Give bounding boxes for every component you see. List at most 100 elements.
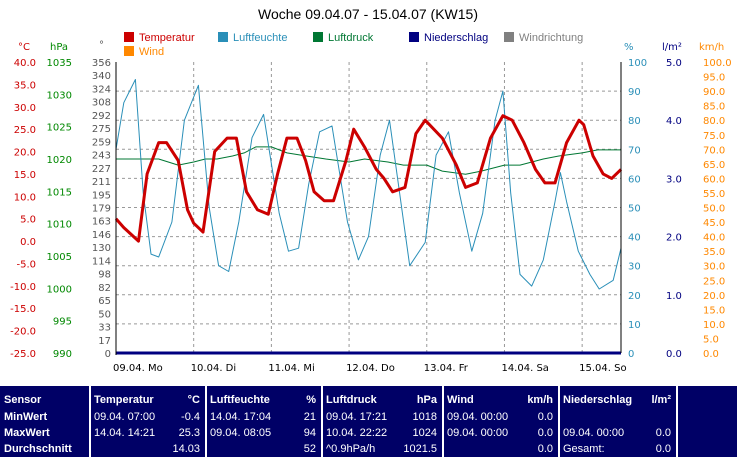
stats-rain-total: 0.0 [655,443,671,455]
temp-tick-label: -5.0 [16,259,36,270]
temp-tick-label: 30.0 [14,103,36,114]
stats-label-avg: Durchschnitt [4,443,72,455]
series-line-temperatur [114,114,623,243]
direction-tick-label: 324 [92,84,111,95]
rain-tick-label: 5.0 [666,58,682,69]
temp-tick-label: 40.0 [14,58,36,69]
wind-tick-label: 35.0 [703,247,725,258]
pressure-tick-label: 1020 [47,155,72,166]
temp-tick-label: -10.0 [10,282,36,293]
direction-tick-label: 0 [105,349,111,360]
stats-press-unit: hPa [416,394,437,406]
stats-hum-max-time: 09.04. 08:05 [210,427,272,439]
stats-press-max: 1024 [412,427,437,439]
stats-temp-avg: 14.03 [172,443,200,455]
rain-tick-label: 0.0 [666,349,682,360]
humidity-tick-label: 100 [628,58,647,69]
stats-col-wind: Wind km/h 09.04. 00:00 0.0 09.04. 00:00 0.0… [447,386,557,457]
wind-tick-label: 70.0 [703,145,725,156]
x-axis-label: 15.04. So [579,363,626,374]
stats-temp-min: -0.4 [181,411,200,423]
stats-rain-header: Niederschlag [563,394,633,406]
legend-label-windrichtung: Windrichtung [519,32,583,44]
wind-tick-label: 100.0 [703,58,732,69]
stats-wind-min: 0.0 [537,411,553,423]
direction-tick-label: 275 [92,124,111,135]
stats-separator [558,386,560,457]
wind-tick-label: 80.0 [703,116,725,127]
x-axis-label: 14.04. Sa [501,363,548,374]
unit-humidity: % [624,42,634,53]
stats-wind-header: Wind [447,394,474,406]
wind-tick-label: 0.0 [703,349,719,360]
wind-tick-label: 50.0 [703,204,725,215]
temp-tick-label: 35.0 [14,80,36,91]
direction-tick-label: 211 [92,177,111,188]
x-axis-label: 11.04. Mi [268,363,314,374]
stats-wind-unit: km/h [527,394,553,406]
legend-swatch-luftfeuchte [218,32,228,42]
temp-tick-label: -25.0 [10,349,36,360]
pressure-tick-label: 1025 [47,123,72,134]
legend: Temperatur Luftfeuchte Luftdruck Nieders… [124,32,583,58]
humidity-tick-label: 40 [628,233,641,244]
stats-temp-max-time: 14.04. 14:21 [94,427,156,439]
humidity-tick-label: 70 [628,145,641,156]
stats-col-niederschlag: Niederschlag l/m² 09.04. 00:00 0.0 Gesamt:… [563,386,675,457]
wind-tick-label: 15.0 [703,305,725,316]
rain-tick-label: 4.0 [666,116,682,127]
direction-tick-label: 146 [92,230,111,241]
pressure-tick-label: 1035 [47,58,72,69]
series-line-luftfeuchte [115,79,622,290]
humidity-tick-label: 50 [628,204,641,215]
stats-rain-max-time: 09.04. 00:00 [563,427,625,439]
stats-press-header: Luftdruck [326,394,377,406]
wind-tick-label: 40.0 [703,233,725,244]
pressure-tick-label: 995 [53,317,72,328]
unit-temp: °C [18,42,30,53]
wind-tick-label: 60.0 [703,174,725,185]
stats-temp-unit: °C [187,394,200,406]
wind-tick-label: 55.0 [703,189,725,200]
direction-tick-label: 292 [92,111,111,122]
rain-tick-label: 1.0 [666,291,682,302]
direction-tick-label: 259 [92,137,111,148]
legend-label-wind: Wind [139,46,164,58]
stats-hum-header: Luftfeuchte [210,394,270,406]
series-line-luftdruck [116,146,621,175]
humidity-tick-label: 20 [628,291,641,302]
rain-tick-label: 2.0 [666,233,682,244]
direction-tick-label: 114 [92,256,111,267]
axis-ticks: 40.0 35.0 30.0 25.0 20.0 15.0 10.0 5.0 0.0 -5.0 -1… [10,58,732,360]
stats-press-trend: ^0.9hPa/h [326,443,376,455]
stats-separator [442,386,444,457]
stats-separator [676,386,678,457]
pressure-tick-label: 1000 [47,284,72,295]
stats-wind-min-time: 09.04. 00:00 [447,411,509,423]
direction-tick-label: 243 [92,151,111,162]
pressure-tick-label: 1005 [47,252,72,263]
stats-wind-avg: 0.0 [537,443,553,455]
x-axis-label: 10.04. Di [191,363,236,374]
wind-tick-label: 85.0 [703,102,725,113]
x-axis-label: 12.04. Do [346,363,395,374]
rain-tick-label: 3.0 [666,174,682,185]
direction-tick-label: 50 [98,309,111,320]
temp-tick-label: 25.0 [14,125,36,136]
chart-series [114,79,623,290]
temp-tick-label: 10.0 [14,192,36,203]
temp-tick-label: 15.0 [14,170,36,181]
stats-rain-unit: l/m² [651,394,671,406]
stats-press-min-time: 09.04. 17:21 [326,411,388,423]
stats-col-temperatur: Temperatur °C 09.04. 07:00 -0.4 14.04. 14:… [94,386,204,457]
legend-swatch-luftdruck [313,32,323,42]
stats-label-max: MaxWert [4,427,50,439]
direction-tick-label: 17 [98,336,111,347]
wind-tick-label: 95.0 [703,73,725,84]
humidity-tick-label: 10 [628,320,641,331]
humidity-tick-label: 30 [628,262,641,273]
wind-tick-label: 5.0 [703,334,719,345]
direction-tick-label: 340 [92,71,111,82]
stats-rain-total-label: Gesamt: [563,443,605,455]
temp-tick-label: -20.0 [10,327,36,338]
